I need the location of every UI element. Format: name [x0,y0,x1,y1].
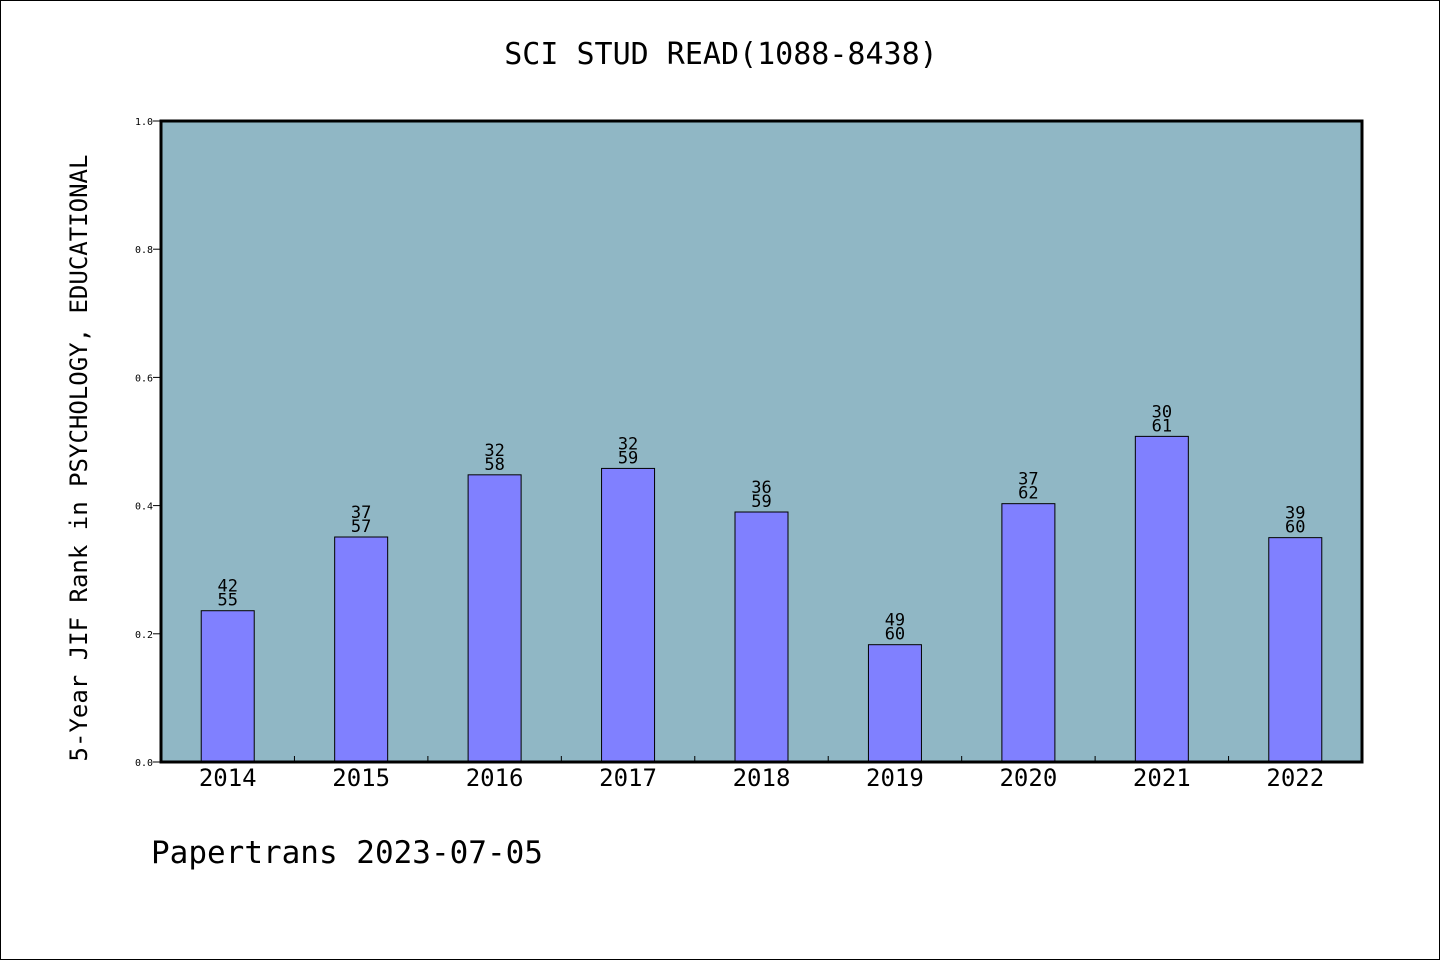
bar-label-bottom: 59 [618,448,638,468]
bar-2020 [1001,503,1056,763]
x-tick-label: 2017 [599,764,657,792]
bar-label-top: 39 [1285,504,1305,524]
y-tick-label: 0.4 [135,502,153,513]
bar-label-bottom: 61 [1152,416,1172,436]
bar-label-top: 42 [217,577,237,597]
x-tick-label: 2020 [999,764,1057,792]
x-tick-label: 2021 [1133,764,1191,792]
y-tick-label: 0.8 [135,245,153,256]
footer-text: Papertrans 2023-07-05 [151,835,543,871]
bar-label-bottom: 59 [751,492,771,512]
x-tick-label: 2022 [1266,764,1324,792]
bar-2015 [334,536,389,763]
bar-label-bottom: 62 [1018,484,1038,504]
bar-label-top: 36 [751,478,771,498]
bar-label-top: 32 [618,434,638,454]
bar-label-top: 37 [351,503,371,523]
bar-label-bottom: 57 [351,517,371,537]
y-tick-label: 0.6 [135,373,153,384]
bar-label-top: 37 [1018,470,1038,490]
bar-2022 [1268,537,1323,763]
x-tick-label: 2014 [199,764,257,792]
bar-2018 [734,511,789,763]
x-tick-label: 2019 [866,764,924,792]
x-tick-label: 2015 [332,764,390,792]
bar-label-bottom: 58 [484,455,504,475]
plot-border [159,119,1364,764]
bar-label-bottom: 55 [217,591,237,611]
y-tick-label: 0.0 [135,758,153,769]
bar-label-bottom: 60 [885,625,905,645]
chart-title: SCI STUD READ(1088-8438) [504,37,938,72]
x-tick-label: 2016 [466,764,524,792]
bar-2014 [200,610,255,763]
bar-2017 [601,467,656,763]
bar-label-top: 30 [1152,402,1172,422]
y-tick-label: 0.2 [135,630,153,641]
bar-2016 [467,474,522,763]
bar-2019 [867,644,922,763]
bar-label-top: 32 [484,441,504,461]
y-tick-label: 1.0 [135,117,153,128]
bar-label-bottom: 60 [1285,518,1305,538]
bar-label-top: 49 [885,611,905,631]
x-tick-label: 2018 [733,764,791,792]
bar-2021 [1134,435,1189,763]
